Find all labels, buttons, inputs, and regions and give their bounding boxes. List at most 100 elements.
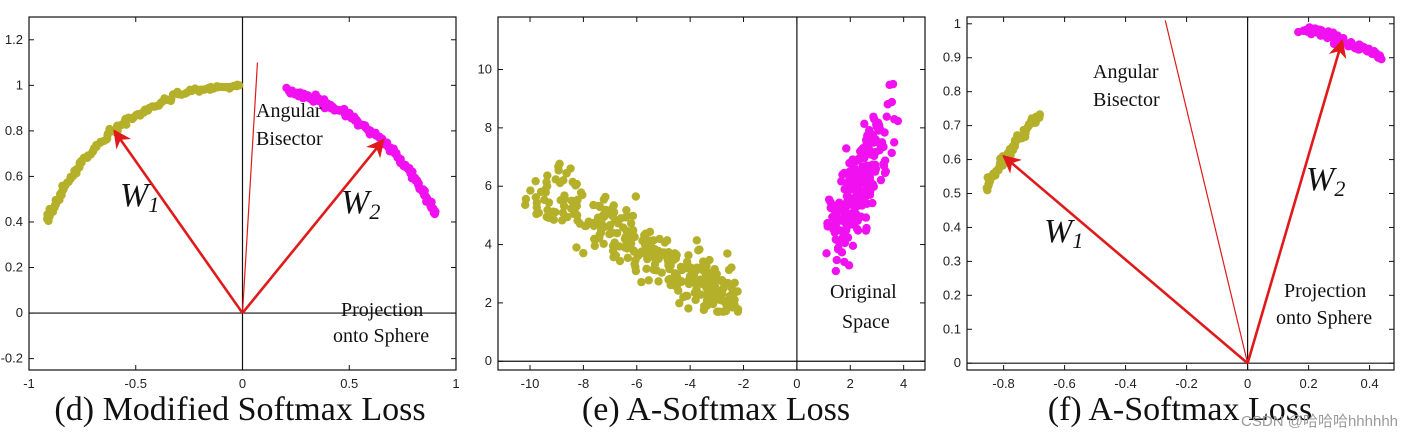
y-tick-label: 0.4: [943, 219, 961, 234]
class2-point: [824, 195, 834, 204]
class2-point: [831, 266, 841, 276]
class2-point: [836, 226, 846, 235]
x-tick-label: 4: [900, 376, 907, 391]
y-tick-label: 0: [954, 355, 961, 370]
class1-point: [671, 281, 680, 290]
class2-point: [837, 248, 847, 257]
class1-point: [642, 264, 651, 274]
class1-point: [733, 305, 743, 314]
class1-point: [595, 230, 604, 239]
class1-point: [570, 207, 579, 216]
class2-point: [840, 238, 850, 248]
class1-point: [692, 236, 701, 245]
class1-point: [681, 291, 691, 301]
class2-point: [888, 79, 898, 89]
annotation-bisector-line2: Bisector: [1093, 89, 1160, 111]
annotation-space-line2: onto Sphere: [333, 325, 429, 347]
x-tick-label: 0: [239, 376, 246, 391]
class2-point: [862, 138, 871, 147]
data-points: [42, 80, 440, 226]
y-tick-label: 0.8: [5, 123, 23, 138]
label-w2: W2: [341, 184, 380, 224]
class2-point: [887, 97, 897, 107]
label-w2: W2: [1306, 161, 1345, 201]
class1-point: [637, 277, 646, 287]
tick-labels: -0.8 -0.6 -0.4 -0.2 0 0.2 0.4 0 0.1 0.2 0.3 0.4 0.5 0…: [943, 16, 1394, 391]
label-w1: W1: [1044, 213, 1083, 253]
class1-point: [730, 278, 739, 288]
weight-vector-w1: [113, 129, 244, 314]
class2-point: [876, 175, 886, 185]
annotation-bisector-line1: Angular: [1093, 61, 1159, 83]
class1-point: [684, 304, 693, 313]
x-tick-label: 0: [1244, 376, 1251, 391]
class2-point: [844, 261, 854, 270]
class1-point: [597, 218, 606, 227]
y-tick-label: 6: [485, 178, 492, 193]
class1-point: [628, 226, 638, 235]
y-tick-label: 0.2: [943, 287, 961, 302]
class1-point: [649, 245, 658, 254]
x-tick-label: 2: [847, 376, 854, 391]
class1-point: [633, 251, 643, 261]
class2-point: [861, 226, 871, 235]
y-tick-label: 1: [954, 16, 961, 31]
class1-point: [622, 205, 631, 215]
class2-point: [850, 211, 860, 221]
class1-point: [605, 222, 614, 231]
y-tick-label: 8: [485, 120, 492, 135]
weight-vectors: [1002, 20, 1347, 365]
class1-point: [677, 277, 686, 286]
class2-point: [868, 130, 878, 139]
class2-point: [842, 221, 852, 230]
class2-point: [282, 83, 291, 93]
class1-point: [645, 227, 655, 237]
class1-point: [664, 248, 673, 257]
class1-point: [612, 228, 622, 238]
class1-point: [542, 177, 551, 187]
x-tick-label: 0: [793, 376, 800, 391]
class1-point: [621, 213, 630, 222]
y-tick-label: 0.8: [943, 84, 961, 99]
class1-point: [683, 264, 692, 273]
class2-point: [848, 241, 858, 251]
class1-point: [725, 291, 735, 301]
class2-point: [837, 177, 846, 186]
x-tick-label: 1: [452, 376, 459, 391]
class1-point: [560, 194, 570, 204]
class1-point: [532, 209, 541, 219]
class1-point: [684, 251, 693, 260]
y-tick-label: 10: [478, 62, 492, 77]
class1-point: [644, 276, 653, 285]
tick-labels: -1 -0.5 0 0.5 1 -0.2 0 0.2 0.4 0.6 0.8 1 1.2: [1, 17, 460, 391]
class1-point: [572, 199, 581, 208]
class1-point: [544, 198, 554, 207]
class1-point: [694, 246, 703, 255]
class1-point: [599, 195, 609, 204]
class1-point: [982, 183, 991, 193]
class1-point: [44, 216, 53, 226]
class1-point: [631, 266, 641, 276]
class1-point: [672, 269, 681, 278]
class1-point: [630, 232, 639, 242]
class2-point: [1294, 27, 1303, 37]
annotation-space-line1: Original: [830, 281, 897, 303]
class2-point: [822, 249, 831, 258]
class1-point: [623, 253, 633, 263]
class2-point: [880, 168, 890, 178]
annotation-space-line1: Projection: [341, 299, 423, 321]
y-tick-label: -0.2: [1, 351, 23, 366]
class2-point: [853, 226, 863, 235]
class1-point: [575, 219, 585, 228]
class1-point: [672, 250, 681, 260]
class1-point: [599, 239, 608, 248]
class1-point: [711, 293, 721, 303]
class2-point: [875, 146, 884, 155]
class2-point: [850, 186, 860, 195]
class1-point: [727, 263, 736, 272]
class1-point: [611, 215, 620, 225]
class1-point: [649, 236, 658, 245]
class1-point: [717, 275, 727, 285]
caption-d: (d) Modified Softmax Loss: [54, 391, 425, 428]
class2-point: [890, 138, 899, 147]
